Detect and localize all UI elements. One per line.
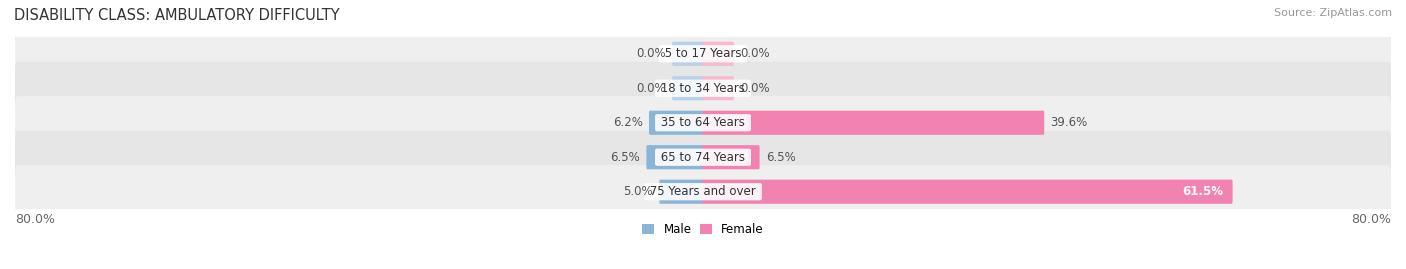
Text: 80.0%: 80.0%	[15, 213, 55, 226]
Text: DISABILITY CLASS: AMBULATORY DIFFICULTY: DISABILITY CLASS: AMBULATORY DIFFICULTY	[14, 8, 340, 23]
FancyBboxPatch shape	[672, 76, 703, 100]
FancyBboxPatch shape	[15, 96, 1391, 149]
FancyBboxPatch shape	[650, 111, 703, 135]
Text: 0.0%: 0.0%	[637, 82, 666, 95]
FancyBboxPatch shape	[15, 62, 1391, 115]
Text: 65 to 74 Years: 65 to 74 Years	[657, 151, 749, 164]
FancyBboxPatch shape	[647, 145, 703, 169]
FancyBboxPatch shape	[15, 27, 1391, 80]
Text: 35 to 64 Years: 35 to 64 Years	[657, 116, 749, 129]
FancyBboxPatch shape	[15, 165, 1391, 218]
Text: 5 to 17 Years: 5 to 17 Years	[661, 47, 745, 60]
Text: 5.0%: 5.0%	[623, 185, 654, 198]
Text: 0.0%: 0.0%	[637, 47, 666, 60]
Legend: Male, Female: Male, Female	[637, 218, 769, 241]
FancyBboxPatch shape	[703, 42, 734, 66]
Text: 6.5%: 6.5%	[610, 151, 640, 164]
FancyBboxPatch shape	[703, 111, 1045, 135]
Text: 61.5%: 61.5%	[1182, 185, 1223, 198]
Text: 6.2%: 6.2%	[613, 116, 643, 129]
Text: 6.5%: 6.5%	[766, 151, 796, 164]
Text: 80.0%: 80.0%	[1351, 213, 1391, 226]
Text: 18 to 34 Years: 18 to 34 Years	[657, 82, 749, 95]
Text: 75 Years and over: 75 Years and over	[647, 185, 759, 198]
Text: 39.6%: 39.6%	[1050, 116, 1088, 129]
FancyBboxPatch shape	[703, 145, 759, 169]
FancyBboxPatch shape	[659, 180, 703, 204]
Text: 0.0%: 0.0%	[740, 47, 769, 60]
FancyBboxPatch shape	[672, 42, 703, 66]
Text: Source: ZipAtlas.com: Source: ZipAtlas.com	[1274, 8, 1392, 18]
FancyBboxPatch shape	[15, 131, 1391, 184]
Text: 0.0%: 0.0%	[740, 82, 769, 95]
FancyBboxPatch shape	[703, 76, 734, 100]
FancyBboxPatch shape	[703, 180, 1233, 204]
